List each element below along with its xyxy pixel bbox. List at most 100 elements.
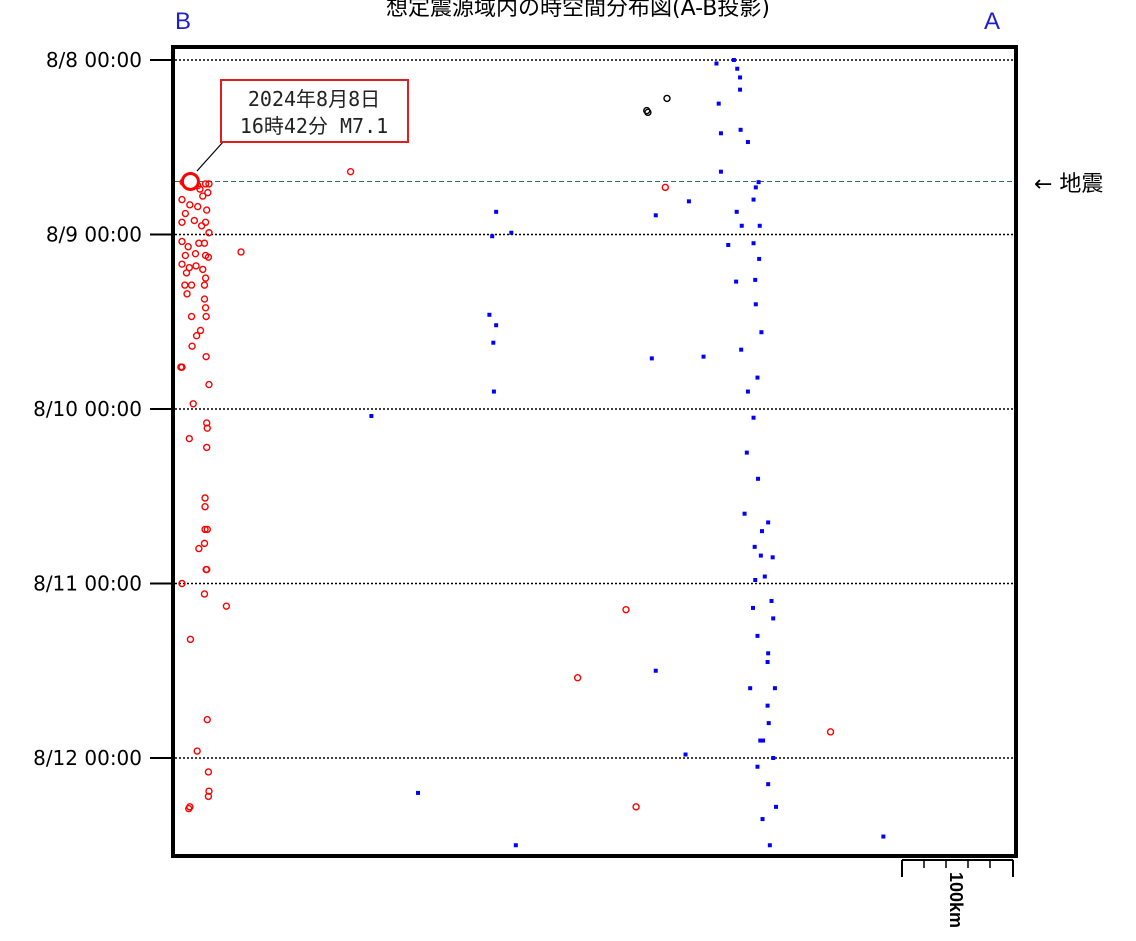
data-point (509, 230, 514, 235)
mainshock-date-label: 2024年8月8日 (248, 87, 380, 111)
data-point (766, 782, 771, 787)
data-point (643, 106, 651, 115)
data-point (755, 375, 760, 380)
data-point (739, 347, 744, 352)
data-point (686, 199, 691, 204)
data-point (663, 94, 671, 103)
mainshock-time-magnitude-label: 16時42分 M7.1 (240, 114, 388, 138)
data-point (774, 804, 779, 809)
data-point (766, 721, 771, 726)
data-point (178, 195, 186, 204)
data-point (204, 768, 213, 776)
data-point (181, 251, 190, 260)
data-point (734, 209, 739, 214)
data-point (726, 242, 731, 247)
data-point (765, 703, 770, 708)
data-point (199, 192, 207, 200)
data-point (766, 520, 771, 525)
data-point (494, 209, 499, 214)
data-point (203, 715, 211, 724)
data-point (200, 590, 209, 598)
data-point (202, 312, 210, 321)
data-point (771, 616, 776, 621)
end-label-a: A (984, 8, 1000, 35)
data-point (622, 605, 630, 614)
data-point (762, 574, 767, 579)
data-point (205, 180, 213, 188)
data-point (187, 312, 196, 321)
data-point (203, 424, 211, 432)
y-tick-label: 8/8 00:00 (46, 48, 142, 72)
data-point (186, 635, 195, 644)
data-point (193, 747, 201, 755)
data-point (490, 234, 495, 239)
data-point (192, 332, 201, 340)
data-point (222, 602, 231, 610)
chart-title: 想定震源域内の時空間分布図(A-B投影) (386, 0, 770, 21)
data-point (573, 674, 582, 682)
data-point (751, 241, 756, 246)
data-point (184, 243, 192, 251)
data-point (772, 686, 777, 691)
data-point (714, 61, 719, 66)
data-point (826, 728, 835, 736)
data-point (758, 553, 763, 558)
data-point (177, 363, 185, 371)
data-point (491, 389, 496, 394)
data-point (191, 249, 200, 258)
data-point (178, 260, 186, 268)
data-point (765, 660, 770, 665)
data-point (200, 539, 209, 548)
data-point (755, 764, 760, 769)
data-point (739, 223, 744, 228)
data-point (203, 443, 211, 452)
mainshock-marker (180, 171, 200, 191)
y-tick-label: 8/9 00:00 (46, 223, 142, 247)
data-point (718, 131, 723, 136)
data-point (755, 633, 760, 638)
data-point (194, 202, 202, 211)
data-point (761, 738, 766, 743)
data-point (753, 185, 758, 190)
data-point (204, 792, 213, 801)
data-point (185, 434, 193, 443)
plot-frame (171, 45, 1018, 858)
data-point (237, 248, 245, 256)
data-point (178, 237, 186, 246)
data-point (190, 216, 199, 225)
data-point (416, 790, 421, 795)
data-point (200, 295, 209, 303)
y-tick-label: 8/12 00:00 (33, 746, 142, 770)
data-point (181, 281, 189, 289)
data-point (718, 169, 723, 174)
data-point (202, 565, 210, 574)
y-axis: 8/8 00:00 8/9 00:00 8/10 00:00 8/11 00:00 8/… (33, 48, 173, 770)
data-point (205, 787, 213, 795)
data-point (753, 578, 758, 583)
data-point (735, 66, 740, 71)
data-point (742, 511, 747, 516)
data-point (753, 302, 758, 307)
mainshock-marker-label: ← 地震 (1034, 172, 1103, 197)
data-point (752, 544, 757, 549)
data-point (756, 180, 761, 185)
data-point (181, 209, 190, 218)
data-point (196, 326, 205, 335)
data-point (756, 476, 761, 481)
data-point (771, 756, 776, 760)
data-point (204, 253, 213, 261)
data-point (195, 544, 203, 553)
data-point (369, 413, 374, 418)
end-label-b: B (175, 8, 191, 35)
data-point (653, 668, 658, 673)
data-point (203, 419, 211, 427)
data-point (649, 356, 654, 361)
data-point (757, 223, 762, 228)
data-point (751, 197, 756, 202)
data-point (716, 101, 721, 106)
data-point (201, 304, 210, 312)
data-point (759, 529, 764, 534)
data-point (199, 265, 207, 274)
data-point (186, 803, 194, 811)
data-point (513, 843, 518, 848)
